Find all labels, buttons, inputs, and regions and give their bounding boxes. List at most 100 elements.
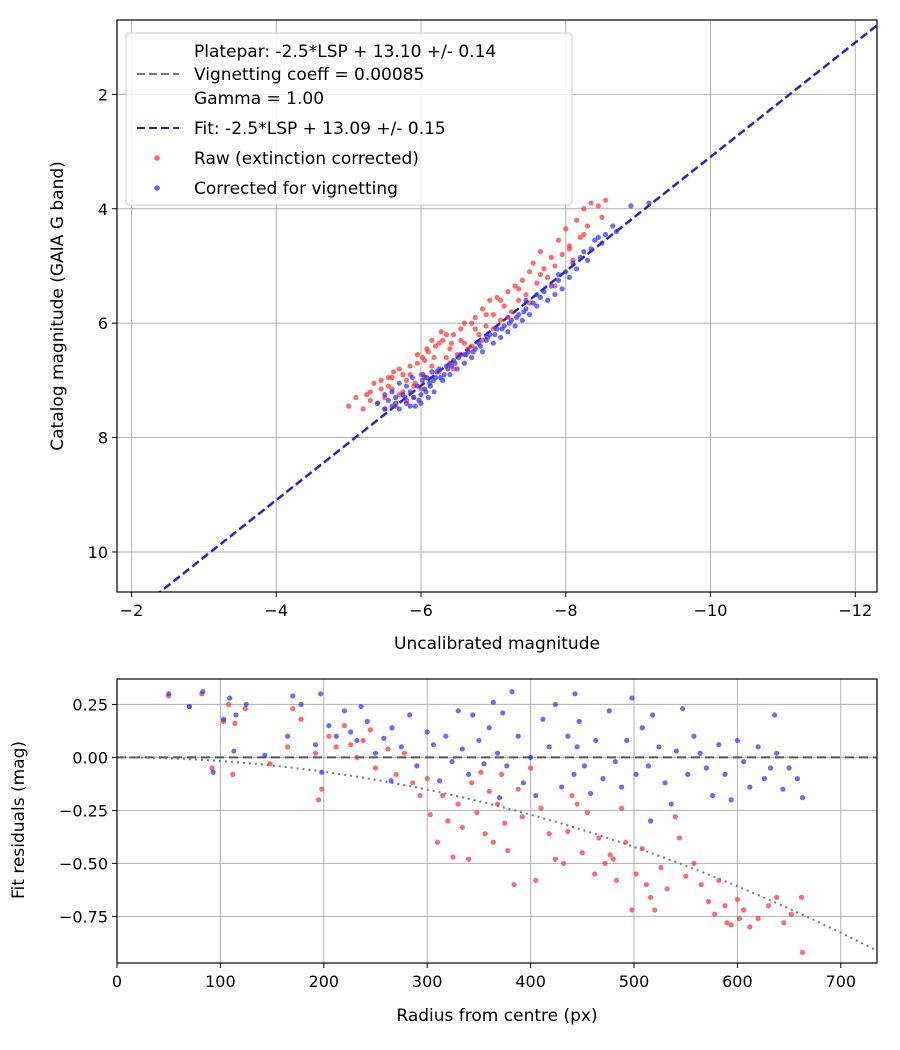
y-tick-label: 0.00	[72, 748, 108, 767]
corrected-point	[492, 332, 498, 338]
corrected-point	[381, 735, 387, 741]
raw-point	[436, 340, 442, 346]
legend-entry-vignetting: Vignetting coeff = 0.00085	[194, 65, 424, 85]
raw-point	[424, 776, 430, 782]
corrected-point	[519, 317, 525, 323]
raw-point	[490, 326, 496, 332]
corrected-point	[628, 203, 634, 209]
raw-point	[417, 792, 423, 799]
corrected-point	[210, 769, 216, 775]
raw-point	[596, 835, 602, 841]
corrected-point	[656, 744, 662, 750]
corrected-point	[414, 763, 420, 769]
raw-point	[326, 733, 332, 739]
raw-point	[546, 831, 552, 837]
corrected-point	[200, 689, 206, 695]
raw-point	[341, 723, 348, 729]
raw-point	[647, 894, 654, 900]
raw-point	[469, 343, 475, 349]
raw-point	[434, 839, 441, 845]
corrected-point	[498, 334, 504, 341]
corrected-point	[716, 742, 722, 748]
raw-point	[209, 765, 215, 771]
raw-point	[267, 761, 273, 767]
raw-point	[530, 260, 536, 266]
corrected-point	[445, 366, 451, 372]
raw-point	[319, 786, 325, 792]
corrected-point	[734, 737, 741, 744]
raw-point	[432, 343, 439, 349]
raw-point	[360, 737, 366, 744]
x-tick-label: 500	[619, 972, 650, 991]
raw-point	[427, 812, 433, 818]
raw-point	[613, 877, 620, 883]
raw-point	[461, 320, 468, 326]
corrected-point	[461, 360, 468, 366]
bottom-chart: 0 100 200 300 400 500 600 700 0.25 0.00 −0.25 −0.5…	[9, 678, 878, 1026]
corrected-point	[409, 374, 415, 381]
raw-point	[414, 352, 420, 358]
corrected-point	[479, 349, 486, 355]
raw-point	[450, 854, 456, 860]
corrected-point	[374, 400, 381, 406]
corrected-point	[520, 780, 526, 786]
raw-point	[348, 742, 354, 748]
raw-point	[788, 911, 794, 917]
corrected-point	[348, 729, 354, 735]
corrected-point	[490, 699, 496, 705]
corrected-point	[552, 291, 558, 298]
corrected-point	[443, 733, 449, 739]
raw-point	[741, 907, 747, 913]
corrected-point	[521, 309, 527, 315]
corrected-point	[728, 797, 734, 803]
raw-point	[691, 860, 697, 866]
corrected-point	[448, 363, 454, 369]
corrected-point	[500, 710, 506, 716]
raw-point	[516, 286, 522, 292]
raw-point	[440, 792, 446, 799]
corrected-point	[186, 703, 192, 710]
raw-point	[559, 251, 565, 258]
top-chart: −2 −4 −6 −8 −10 −12 2 4 6 8 10 Uncalibrated magni…	[48, 19, 878, 654]
raw-point	[533, 877, 539, 883]
raw-point	[479, 337, 486, 343]
fit-line	[157, 24, 877, 592]
corrected-point	[476, 737, 482, 744]
raw-point	[346, 403, 352, 409]
corrected-point	[691, 733, 697, 739]
raw-point	[552, 283, 558, 289]
y-tick-label: −0.75	[59, 907, 108, 926]
raw-point	[290, 706, 296, 712]
corrected-point	[418, 400, 424, 406]
legend-entry-platepar: Platepar: -2.5*LSP + 13.10 +/- 0.14	[194, 42, 496, 62]
corrected-point	[576, 718, 582, 724]
corrected-point	[612, 759, 618, 765]
corrected-point	[318, 691, 324, 697]
raw-point	[734, 896, 741, 903]
raw-point	[566, 246, 572, 252]
corrected-point	[794, 776, 800, 782]
corrected-point	[668, 801, 674, 807]
corrected-point	[290, 693, 296, 699]
corrected-point	[407, 389, 413, 395]
top-plot-frame	[116, 19, 878, 593]
corrected-point	[326, 723, 332, 729]
legend-raw-marker	[154, 155, 160, 161]
corrected-point	[418, 392, 424, 398]
corrected-point	[504, 763, 510, 769]
raw-point	[367, 397, 373, 403]
raw-point	[459, 824, 465, 830]
bottom-points	[166, 689, 806, 956]
corrected-point	[600, 776, 606, 782]
raw-point	[574, 801, 580, 807]
raw-point	[523, 291, 529, 298]
x-tick-label: −4	[264, 601, 288, 620]
raw-point	[534, 280, 540, 286]
corrected-point	[441, 372, 447, 378]
corrected-point	[639, 725, 645, 731]
raw-point	[401, 750, 408, 756]
corrected-point	[372, 750, 379, 756]
corrected-point	[243, 701, 249, 708]
corrected-point	[385, 397, 392, 403]
raw-point	[385, 374, 392, 381]
